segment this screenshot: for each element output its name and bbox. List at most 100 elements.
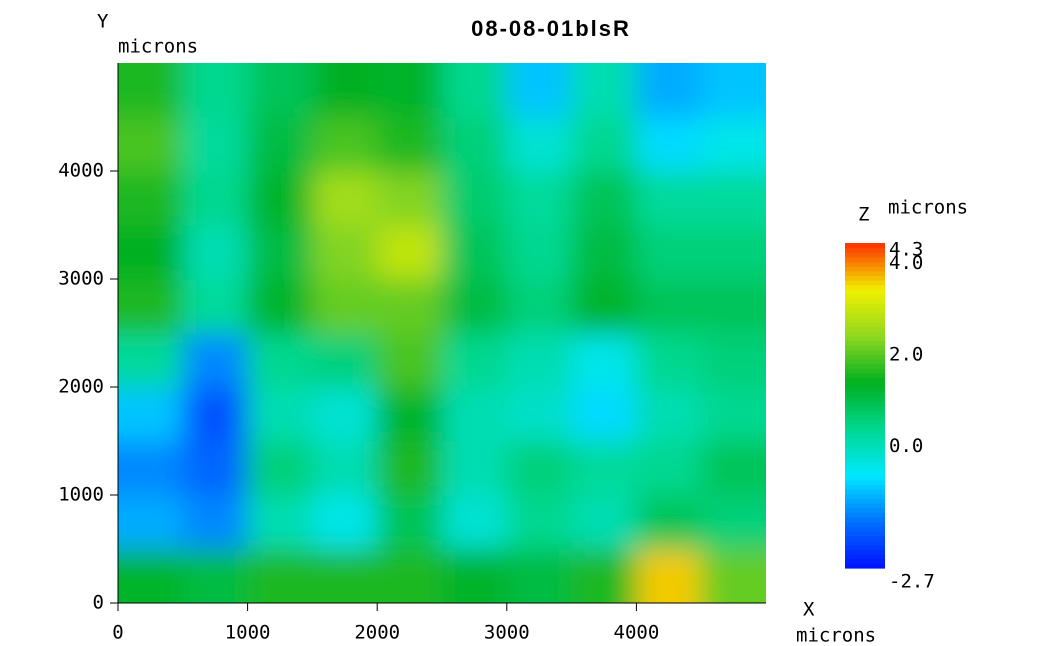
colorbar-band [845, 284, 885, 291]
heat-cell [506, 441, 573, 496]
heat-cell [312, 387, 378, 442]
heat-cell [312, 333, 378, 388]
heat-cell [312, 279, 378, 334]
colorbar-band [845, 266, 885, 272]
colorbar-band [845, 280, 885, 286]
colorbar-band [845, 554, 885, 560]
colorbar-band [845, 540, 885, 546]
heat-cell [506, 63, 573, 118]
chart-title: 08-08-01blsR [471, 16, 631, 41]
heat-cell [571, 171, 637, 226]
colorbar-band [845, 400, 885, 407]
heat-cell [701, 225, 766, 280]
heat-cell [377, 387, 443, 442]
colorbar-band [845, 359, 885, 365]
colorbar-band [845, 294, 885, 300]
colorbar-band [845, 470, 885, 476]
heat-cell [247, 441, 313, 496]
colorbar-band [845, 563, 885, 569]
heat-cell [701, 441, 766, 496]
colorbar-band [845, 405, 885, 411]
colorbar-band [845, 396, 885, 402]
heat-cell [442, 225, 508, 280]
heat-cell [442, 495, 508, 550]
heat-cell [571, 225, 637, 280]
colorbar-band [845, 465, 885, 472]
heat-cell [571, 117, 637, 172]
heat-cell [118, 171, 184, 226]
heat-cell [377, 333, 443, 388]
heat-cell [442, 549, 508, 603]
heat-cell [701, 117, 766, 172]
colorbar-band [845, 493, 885, 499]
heat-cell [701, 549, 766, 603]
x-tick-label: 0 [112, 622, 123, 644]
colorbar-band [845, 558, 885, 564]
heat-cell [571, 549, 637, 603]
colorbar-band [845, 424, 885, 430]
heat-cell [377, 171, 443, 226]
colorbar-band [845, 326, 885, 332]
y-axis-unit: microns [118, 36, 198, 58]
colorbar-band [845, 340, 885, 346]
heat-cell [377, 279, 443, 334]
heat-cell [506, 333, 573, 388]
colorbar-band [845, 252, 885, 258]
heat-cell [118, 225, 184, 280]
heat-cell [506, 117, 573, 172]
heat-cell [182, 171, 249, 226]
colorbar-band [845, 530, 885, 537]
heat-cell [182, 549, 249, 603]
heat-cell [247, 387, 313, 442]
colorbar-band [845, 456, 885, 462]
heat-cell [377, 441, 443, 496]
heat-cell [118, 63, 184, 118]
colorbar-band [845, 382, 885, 388]
heat-cell [701, 171, 766, 226]
heat-cell [571, 279, 637, 334]
colorbar-band [845, 308, 885, 314]
heat-cell [182, 333, 249, 388]
heat-cell [636, 495, 702, 550]
colorbar-band [845, 270, 885, 277]
colorbar-band [845, 442, 885, 448]
heat-cell [247, 333, 313, 388]
heat-cell [506, 549, 573, 603]
heat-cell [118, 117, 184, 172]
heat-cell [442, 333, 508, 388]
colorbar-band [845, 354, 885, 360]
heat-cell [312, 63, 378, 118]
heat-cell [442, 117, 508, 172]
colorbar-band [845, 526, 885, 532]
colorbar-band [845, 298, 885, 304]
colorbar-band [845, 243, 885, 249]
heat-cell [312, 171, 378, 226]
colorbar: 4.34.0 2.0 0.0 -2.7 [845, 239, 935, 593]
colorbar-band [845, 247, 885, 253]
colorbar-band [845, 363, 885, 369]
colorbar-band [845, 391, 885, 397]
heat-cell [118, 495, 184, 550]
colorbar-band [845, 419, 885, 425]
heat-cell [636, 225, 702, 280]
colorbar-band [845, 544, 885, 551]
heat-cell [312, 441, 378, 496]
heat-cell [312, 117, 378, 172]
heat-cell [377, 117, 443, 172]
heat-cell [571, 333, 637, 388]
heat-cell [571, 387, 637, 442]
colorbar-band [845, 549, 885, 555]
heat-cell [506, 387, 573, 442]
colorbar-band [845, 386, 885, 393]
colorbar-band [845, 438, 885, 444]
heat-cell [506, 171, 573, 226]
colorbar-tick-label: 4.3 [889, 239, 923, 261]
heat-cell [312, 225, 378, 280]
z-axis-label: Z [858, 204, 869, 226]
colorbar-band [845, 447, 885, 453]
heatmap [118, 63, 766, 603]
x-tick-label: 4000 [614, 622, 660, 644]
heat-cell [571, 495, 637, 550]
colorbar-band [845, 521, 885, 527]
